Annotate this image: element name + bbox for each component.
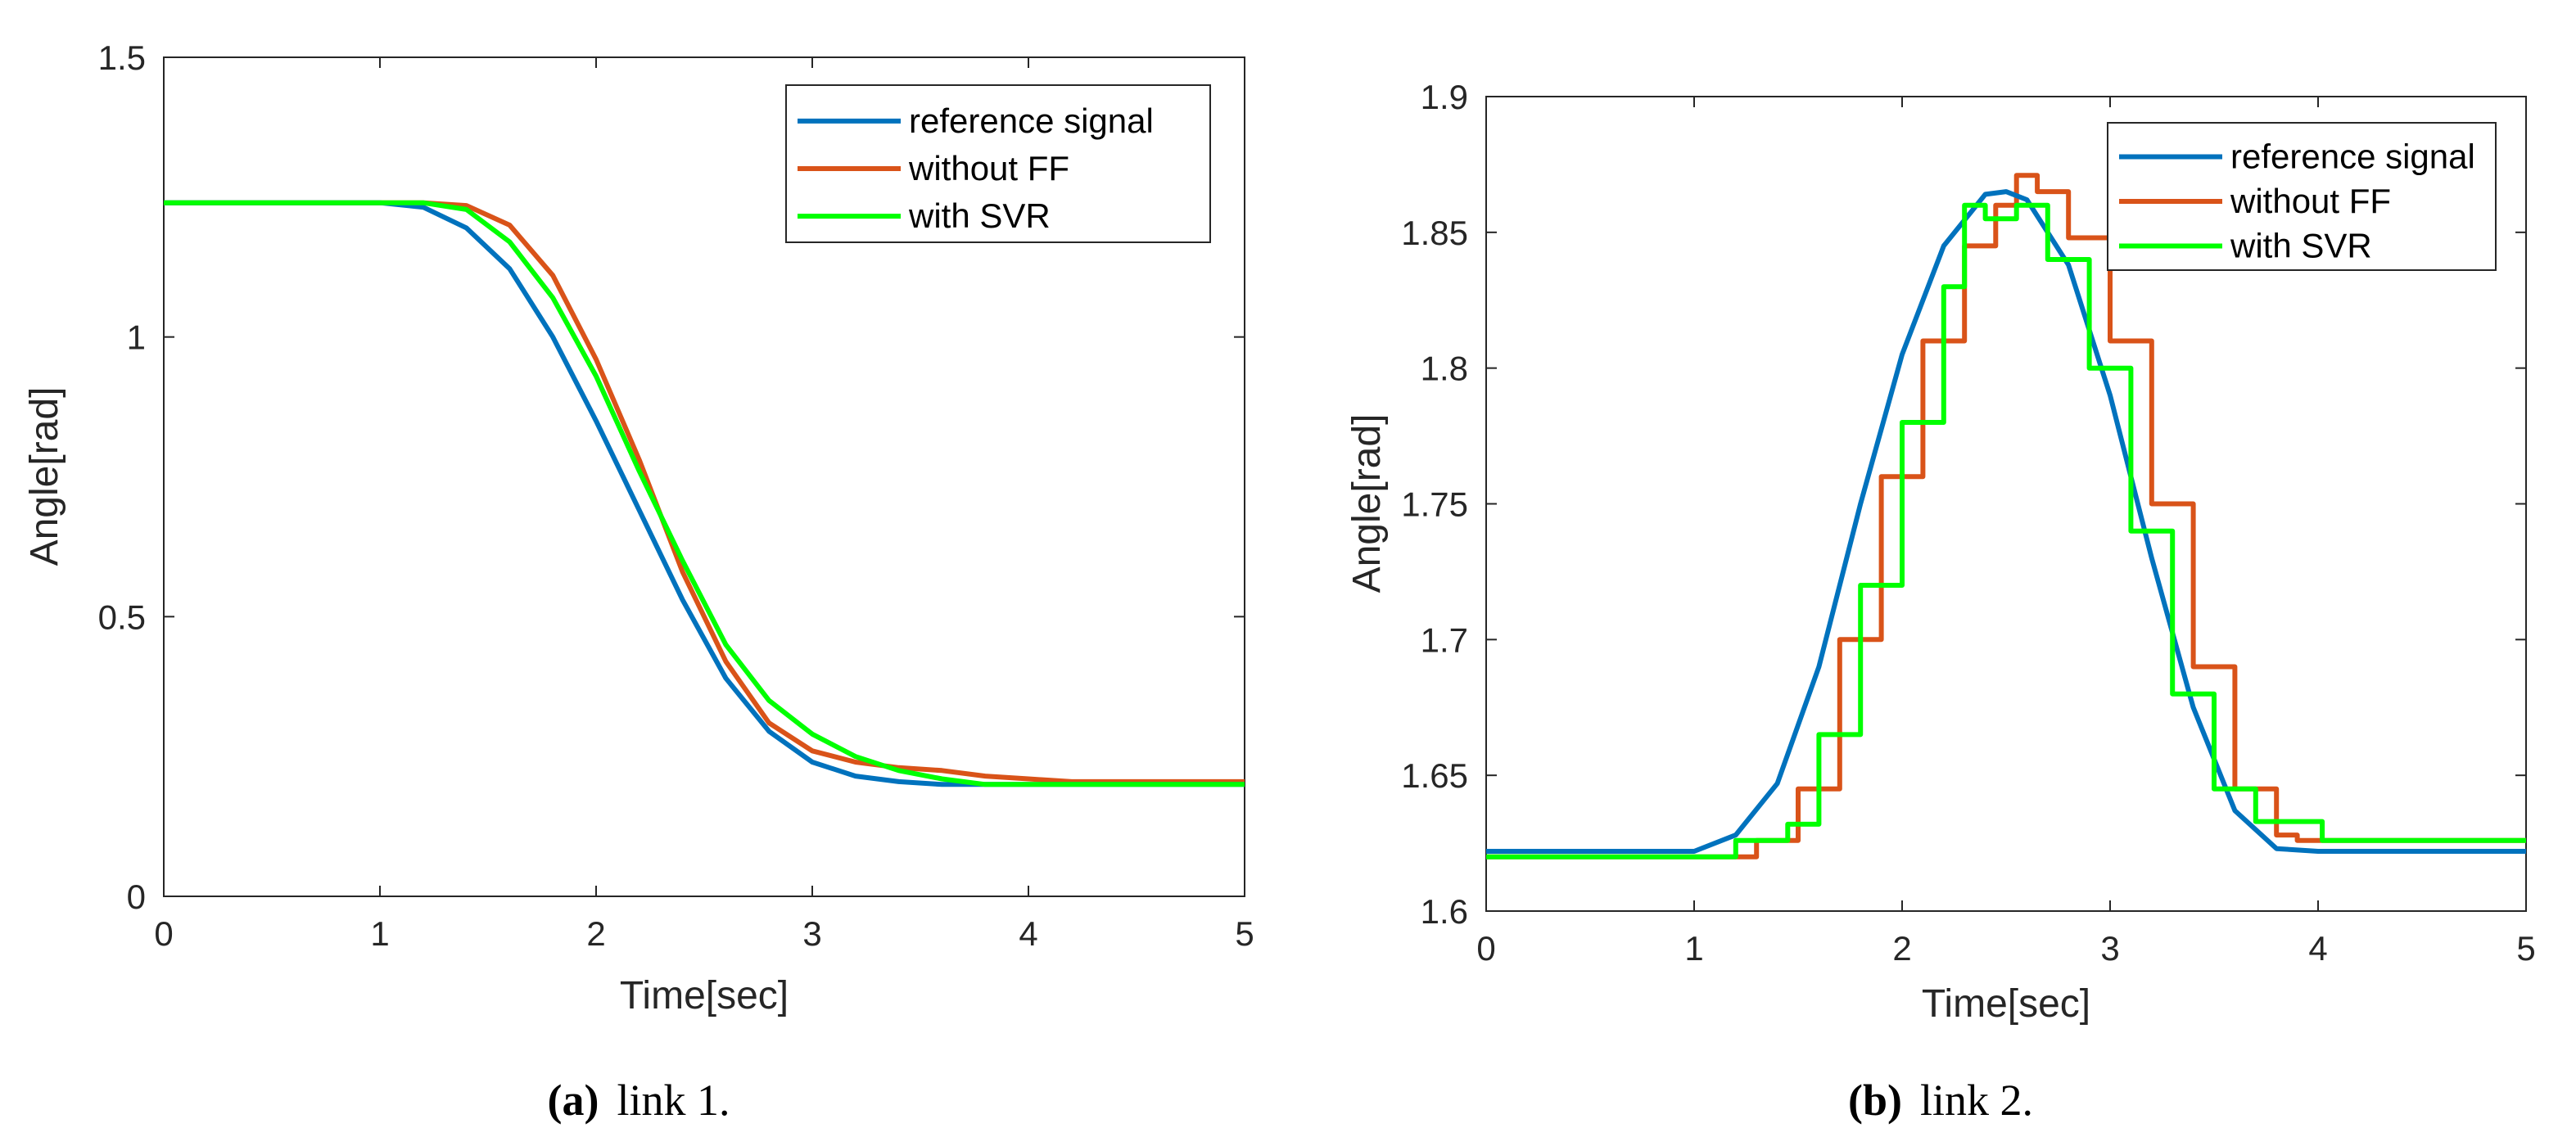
series-line-with-svr: [164, 200, 1245, 787]
legend-entry: without FF: [2230, 182, 2391, 220]
panel-a: 0 1 2 3 4 5 0 0.5 1 1.5 reference signal without …: [23, 38, 1254, 1125]
y-tick-label: 1.6: [1421, 892, 1468, 931]
x-ticks-b: 0 1 2 3 4 5: [1476, 97, 2536, 968]
y-tick-label: 0.5: [98, 598, 146, 636]
series-line-with-svr: [1486, 202, 2526, 860]
x-tick-label: 0: [1476, 929, 1495, 968]
x-axis-label-b: Time[sec]: [1922, 982, 2090, 1026]
y-tick-label: 1: [127, 318, 146, 357]
x-tick-label: 0: [154, 914, 173, 953]
y-axis-label-a: Angle[rad]: [23, 387, 66, 566]
x-tick-label: 1: [1684, 929, 1703, 968]
y-tick-label: 1.7: [1421, 620, 1468, 659]
x-tick-label: 5: [1235, 914, 1254, 953]
panel-b: 0 1 2 3 4 5 1.6 1.65 1.7 1.75 1.8 1.85 1.9 referenc…: [1345, 78, 2536, 1125]
caption-letter-b: (b): [1848, 1076, 1902, 1125]
series-a: [164, 200, 1245, 787]
x-tick-label: 2: [1892, 929, 1911, 968]
caption-text-a: link 1.: [617, 1076, 730, 1125]
series-line-without-ff: [164, 200, 1245, 784]
y-ticks-a: 0 0.5 1 1.5: [98, 38, 1245, 916]
x-tick-label: 5: [2516, 929, 2535, 968]
series-line-without-ff: [1486, 173, 2526, 860]
x-ticks-a: 0 1 2 3 4 5: [154, 57, 1254, 953]
x-tick-label: 4: [1019, 914, 1037, 953]
series-b: [1486, 173, 2526, 860]
legend-entry: reference signal: [909, 102, 1154, 140]
y-tick-label: 1.65: [1401, 756, 1468, 795]
y-tick-label: 1.75: [1401, 485, 1468, 524]
series-line-reference-signal: [164, 200, 1245, 787]
caption-a: (a) link 1.: [548, 1076, 730, 1125]
x-tick-label: 1: [370, 914, 389, 953]
legend-entry: without FF: [908, 149, 1069, 187]
x-tick-label: 4: [2308, 929, 2327, 968]
legend-b: reference signal without FF with SVR: [2107, 122, 2497, 271]
y-tick-label: 0: [127, 878, 146, 916]
x-axis-label-a: Time[sec]: [620, 974, 789, 1017]
caption-b: (b) link 2.: [1848, 1076, 2033, 1125]
legend-entry: reference signal: [2230, 137, 2475, 175]
y-tick-label: 1.8: [1421, 350, 1468, 388]
y-tick-label: 1.5: [98, 38, 146, 77]
y-tick-label: 1.85: [1401, 214, 1468, 252]
series-line-reference-signal: [1486, 189, 2526, 854]
legend-a: reference signal without FF with SVR: [785, 84, 1211, 243]
legend-entry: with SVR: [2230, 227, 2372, 265]
x-tick-label: 3: [802, 914, 821, 953]
caption-letter-a: (a): [548, 1076, 599, 1125]
y-axis-label-b: Angle[rad]: [1345, 414, 1389, 593]
caption-text-b: link 2.: [1920, 1076, 2033, 1125]
x-tick-label: 2: [586, 914, 605, 953]
legend-entry: with SVR: [908, 196, 1051, 235]
x-tick-label: 3: [2100, 929, 2119, 968]
y-ticks-b: 1.6 1.65 1.7 1.75 1.8 1.85 1.9: [1401, 78, 2526, 931]
y-tick-label: 1.9: [1421, 78, 1468, 116]
